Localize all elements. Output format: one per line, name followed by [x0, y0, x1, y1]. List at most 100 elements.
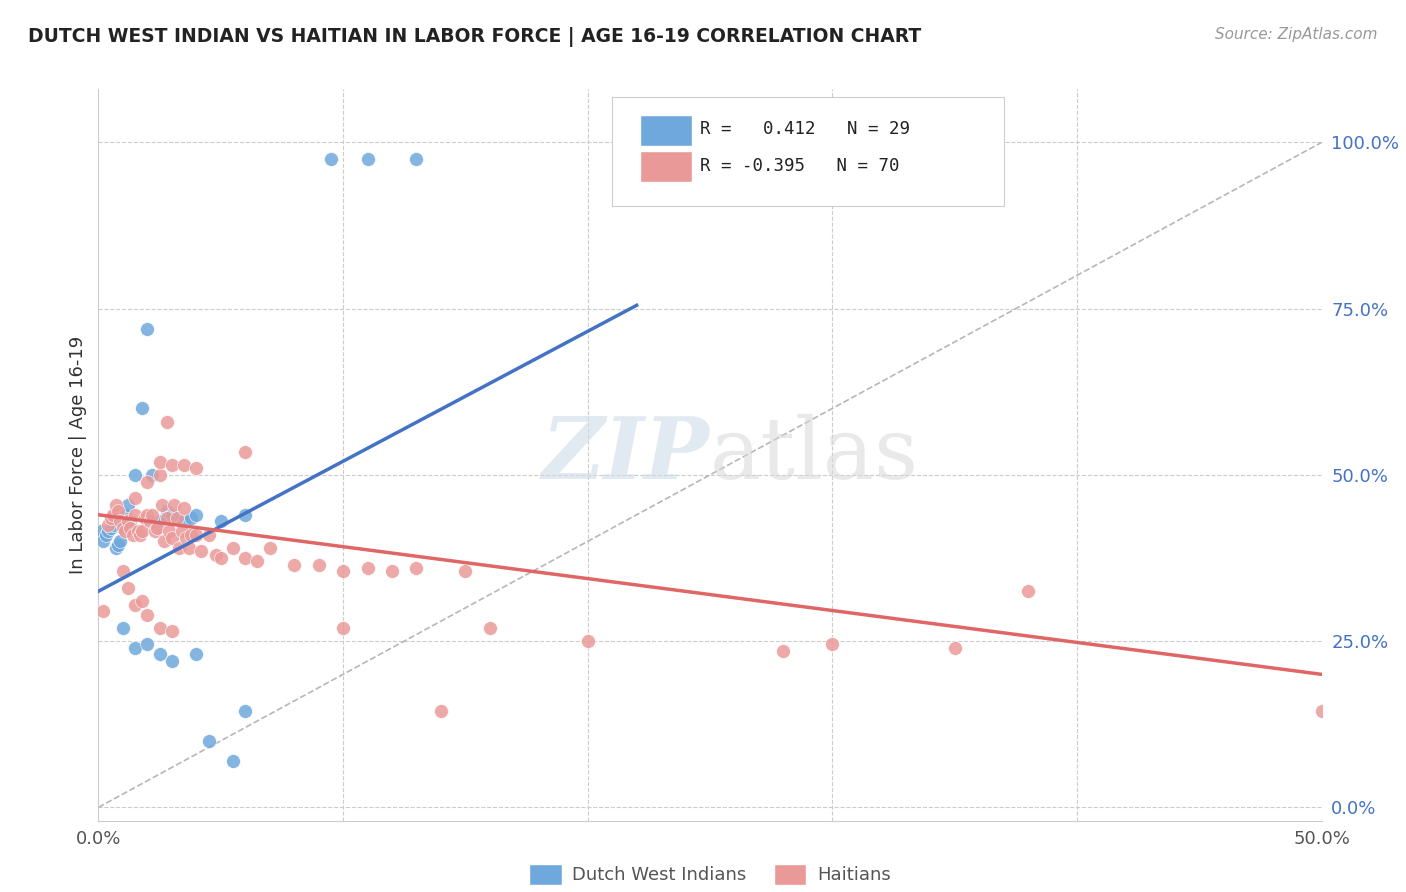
Point: [157, 524, 180, 539]
Point: [478, 621, 501, 635]
Point: [134, 511, 156, 525]
Point: [124, 640, 146, 655]
Point: [104, 498, 127, 512]
Point: [319, 152, 342, 166]
Point: [205, 548, 228, 562]
Point: [160, 531, 183, 545]
Point: [160, 508, 183, 522]
Point: [186, 508, 208, 522]
Point: [173, 458, 195, 472]
Point: [405, 561, 427, 575]
Point: [180, 527, 202, 541]
Point: [110, 534, 132, 549]
Point: [111, 564, 134, 578]
Point: [163, 498, 186, 512]
Point: [332, 564, 354, 578]
Point: [233, 508, 256, 522]
Point: [186, 527, 208, 541]
Point: [91, 534, 114, 549]
Point: [186, 648, 208, 662]
Point: [186, 461, 208, 475]
Point: [111, 521, 134, 535]
Point: [131, 401, 153, 416]
Point: [943, 640, 966, 655]
Point: [283, 558, 305, 572]
Point: [233, 704, 256, 718]
Point: [153, 534, 176, 549]
Point: [131, 524, 153, 539]
Point: [131, 594, 153, 608]
Point: [259, 541, 281, 555]
Point: [454, 564, 477, 578]
Point: [167, 541, 190, 555]
Point: [156, 415, 179, 429]
Text: ZIP: ZIP: [543, 413, 710, 497]
FancyBboxPatch shape: [640, 115, 692, 145]
Point: [136, 508, 159, 522]
Point: [91, 604, 114, 618]
Point: [170, 524, 193, 539]
Point: [222, 541, 245, 555]
Point: [129, 527, 152, 541]
Point: [101, 508, 124, 522]
Point: [149, 454, 172, 468]
Point: [332, 621, 354, 635]
Text: Source: ZipAtlas.com: Source: ZipAtlas.com: [1215, 27, 1378, 42]
Text: R = -0.395   N = 70: R = -0.395 N = 70: [700, 157, 900, 175]
Point: [197, 527, 219, 541]
Point: [124, 598, 146, 612]
Point: [149, 515, 172, 529]
Point: [160, 624, 183, 639]
Point: [124, 467, 146, 482]
Point: [173, 501, 195, 516]
Point: [150, 498, 173, 512]
Point: [209, 515, 232, 529]
Point: [308, 558, 330, 572]
Point: [141, 508, 163, 522]
Point: [110, 515, 132, 529]
Point: [114, 508, 136, 522]
Point: [166, 511, 188, 525]
Point: [94, 527, 117, 541]
FancyBboxPatch shape: [612, 96, 1004, 206]
Point: [100, 521, 122, 535]
Point: [576, 634, 599, 648]
Point: [233, 551, 256, 566]
Point: [405, 152, 427, 166]
Text: atlas: atlas: [710, 413, 920, 497]
Point: [136, 607, 159, 622]
Point: [381, 564, 404, 578]
Point: [124, 508, 146, 522]
Point: [111, 621, 134, 635]
Point: [356, 561, 378, 575]
Point: [149, 467, 172, 482]
Point: [111, 517, 134, 532]
Point: [1310, 704, 1333, 718]
Point: [97, 524, 120, 539]
Point: [146, 521, 169, 535]
Point: [1017, 584, 1039, 599]
Point: [149, 648, 172, 662]
Point: [177, 541, 200, 555]
Point: [136, 475, 159, 489]
Point: [120, 521, 142, 535]
Legend: Dutch West Indians, Haitians: Dutch West Indians, Haitians: [522, 857, 898, 892]
Point: [117, 498, 139, 512]
Point: [136, 321, 159, 335]
Point: [160, 458, 183, 472]
Point: [107, 538, 129, 552]
FancyBboxPatch shape: [640, 152, 692, 182]
Point: [156, 511, 179, 525]
Point: [246, 554, 269, 568]
Point: [97, 517, 120, 532]
Point: [209, 551, 232, 566]
Y-axis label: In Labor Force | Age 16-19: In Labor Force | Age 16-19: [69, 335, 87, 574]
Point: [100, 511, 122, 525]
Text: DUTCH WEST INDIAN VS HAITIAN IN LABOR FORCE | AGE 16-19 CORRELATION CHART: DUTCH WEST INDIAN VS HAITIAN IN LABOR FO…: [28, 27, 921, 46]
Point: [121, 527, 143, 541]
Point: [190, 544, 212, 558]
Point: [136, 637, 159, 651]
Point: [430, 704, 453, 718]
Point: [104, 541, 127, 555]
Point: [143, 524, 166, 539]
